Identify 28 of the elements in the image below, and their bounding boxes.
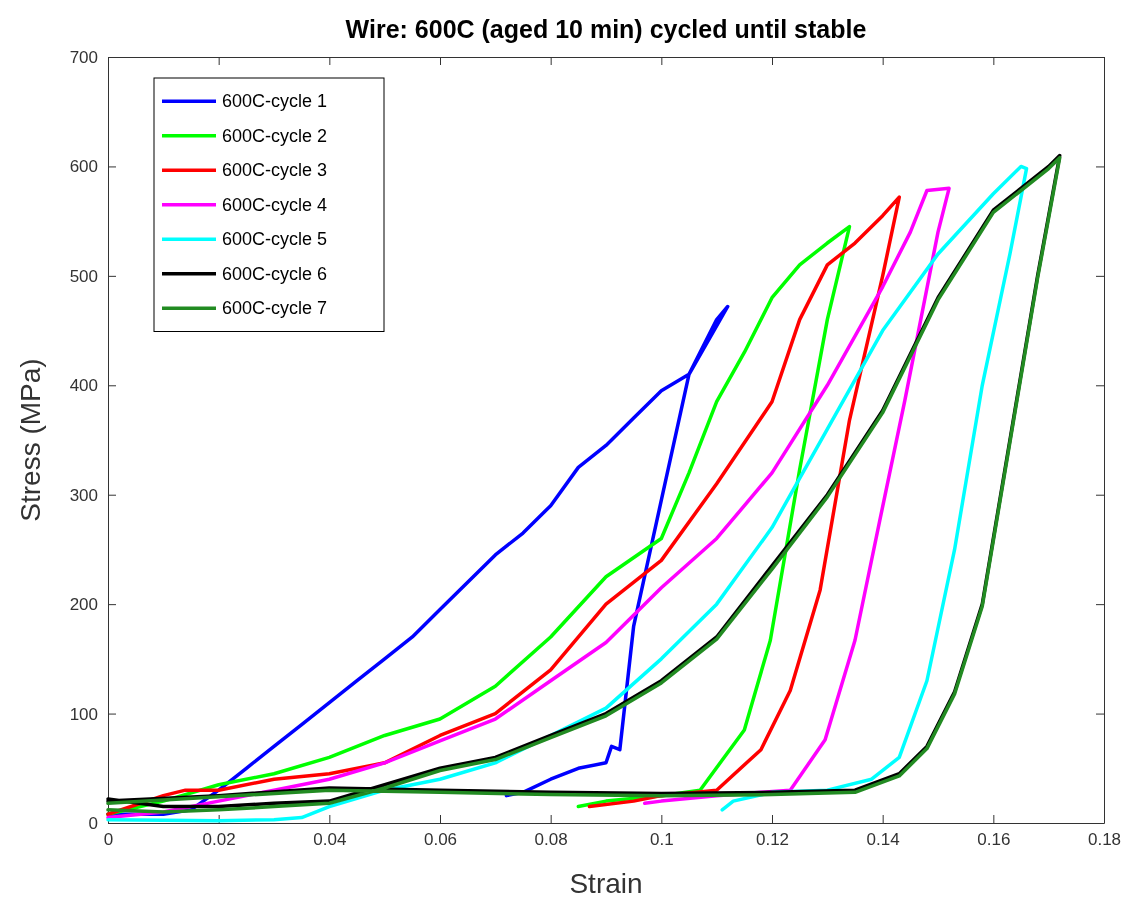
legend-label: 600C-cycle 3 <box>222 160 328 181</box>
legend-label: 600C-cycle 6 <box>222 263 328 284</box>
y-tick-label: 700 <box>69 47 98 67</box>
x-tick-label: 0.1 <box>650 830 674 850</box>
y-tick-label: 400 <box>69 376 98 396</box>
y-tick-label: 500 <box>69 266 98 286</box>
x-tick-label: 0.08 <box>534 830 568 850</box>
y-axis-title: Stress (MPa) <box>15 358 46 522</box>
y-tick-label: 200 <box>69 595 98 615</box>
x-tick-label: 0.02 <box>202 830 236 850</box>
x-tick-label: 0 <box>103 830 114 850</box>
legend-label: 600C-cycle 1 <box>222 91 328 112</box>
legend-label: 600C-cycle 2 <box>222 125 328 146</box>
x-tick-label: 0.18 <box>1087 830 1122 850</box>
chart-title: Wire: 600C (aged 10 min) cycled until stable <box>345 15 867 43</box>
y-tick-label: 100 <box>69 704 98 724</box>
legend-label: 600C-cycle 7 <box>222 298 328 319</box>
x-tick-label: 0.16 <box>977 830 1011 850</box>
legend-label: 600C-cycle 4 <box>222 194 328 215</box>
x-tick-label: 0.14 <box>866 830 900 850</box>
x-tick-label: 0.06 <box>423 830 458 850</box>
y-tick-label: 600 <box>69 157 98 177</box>
y-tick-label: 300 <box>69 485 98 505</box>
x-tick-label: 0.12 <box>755 830 790 850</box>
legend-label: 600C-cycle 5 <box>222 229 328 250</box>
y-tick-label: 0 <box>88 813 98 833</box>
x-axis-title: Strain <box>569 868 643 899</box>
x-tick-label: 0.04 <box>313 830 347 850</box>
